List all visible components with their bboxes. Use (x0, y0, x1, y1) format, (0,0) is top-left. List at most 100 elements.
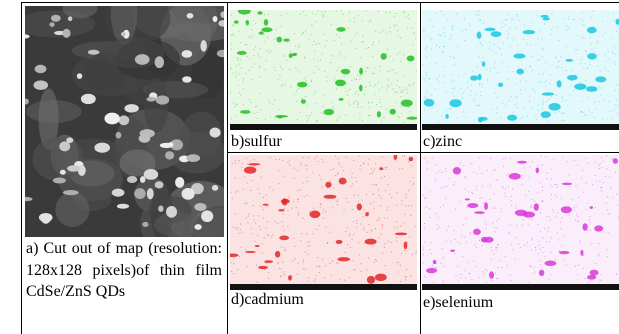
texture (586, 209, 587, 210)
texture (540, 212, 541, 213)
texture (346, 91, 347, 92)
texture (254, 64, 255, 65)
texture (584, 25, 585, 26)
texture (316, 229, 317, 230)
texture (240, 60, 241, 61)
texture (533, 273, 534, 274)
texture (435, 213, 436, 214)
texture (321, 204, 322, 205)
texture (294, 94, 295, 95)
texture (452, 29, 453, 30)
texture (615, 105, 616, 106)
texture (476, 15, 477, 16)
texture (530, 207, 531, 208)
texture (450, 56, 451, 57)
texture (518, 66, 519, 67)
texture (442, 52, 443, 53)
texture (306, 15, 307, 16)
texture (414, 63, 415, 64)
texture (514, 54, 526, 59)
texture (539, 59, 540, 60)
texture (558, 61, 559, 62)
texture (543, 17, 550, 20)
texture (259, 32, 264, 35)
texture (583, 21, 584, 22)
texture (539, 241, 540, 242)
texture (372, 56, 373, 57)
texture (259, 77, 260, 78)
texture (282, 198, 288, 205)
texture (465, 118, 466, 119)
texture (324, 46, 325, 47)
texture (239, 256, 240, 257)
texture (550, 275, 551, 276)
texture (480, 117, 488, 121)
texture (497, 244, 498, 245)
texture (515, 210, 527, 216)
texture (250, 160, 251, 161)
texture (493, 207, 494, 208)
texture (450, 250, 455, 252)
texture (516, 225, 517, 226)
texture (338, 54, 339, 55)
texture (309, 211, 310, 212)
texture (558, 239, 559, 240)
texture (237, 229, 238, 230)
texture (339, 164, 340, 165)
texture (424, 242, 425, 243)
texture (408, 205, 409, 206)
texture (239, 92, 240, 93)
texture (576, 205, 577, 206)
texture (455, 181, 456, 182)
texture (335, 156, 336, 157)
texture (501, 27, 502, 28)
texture (274, 100, 275, 101)
texture (248, 36, 249, 37)
texture (441, 34, 442, 35)
texture (278, 170, 279, 171)
texture (548, 279, 549, 280)
texture (409, 157, 414, 162)
texture (522, 225, 523, 226)
texture (337, 70, 338, 71)
texture (279, 268, 280, 269)
texture (337, 158, 338, 159)
texture (244, 167, 256, 174)
texture (250, 190, 251, 191)
texture (311, 81, 312, 82)
texture (353, 221, 354, 222)
texture (294, 33, 295, 34)
texture (349, 235, 350, 236)
texture (359, 85, 363, 92)
texture (379, 41, 380, 42)
texture (594, 102, 595, 103)
texture (542, 201, 543, 202)
texture (607, 256, 608, 257)
texture (422, 78, 423, 79)
texture (473, 229, 481, 235)
texture (397, 35, 398, 36)
texture (154, 212, 203, 237)
texture (165, 151, 174, 159)
texture (160, 143, 174, 148)
texture (494, 253, 495, 254)
texture (394, 26, 395, 27)
texture (544, 256, 545, 257)
texture (568, 19, 569, 20)
texture (497, 72, 498, 73)
texture (354, 78, 355, 79)
texture (594, 225, 603, 231)
texture (370, 20, 371, 21)
texture (575, 266, 576, 267)
texture (345, 115, 346, 116)
texture (381, 106, 382, 107)
texture (461, 236, 462, 237)
texture (261, 206, 262, 207)
texture (354, 102, 355, 103)
texture (280, 66, 281, 67)
texture (275, 118, 276, 119)
texture (431, 48, 432, 49)
texture (403, 11, 404, 12)
texture (282, 84, 283, 85)
texture (615, 48, 616, 49)
